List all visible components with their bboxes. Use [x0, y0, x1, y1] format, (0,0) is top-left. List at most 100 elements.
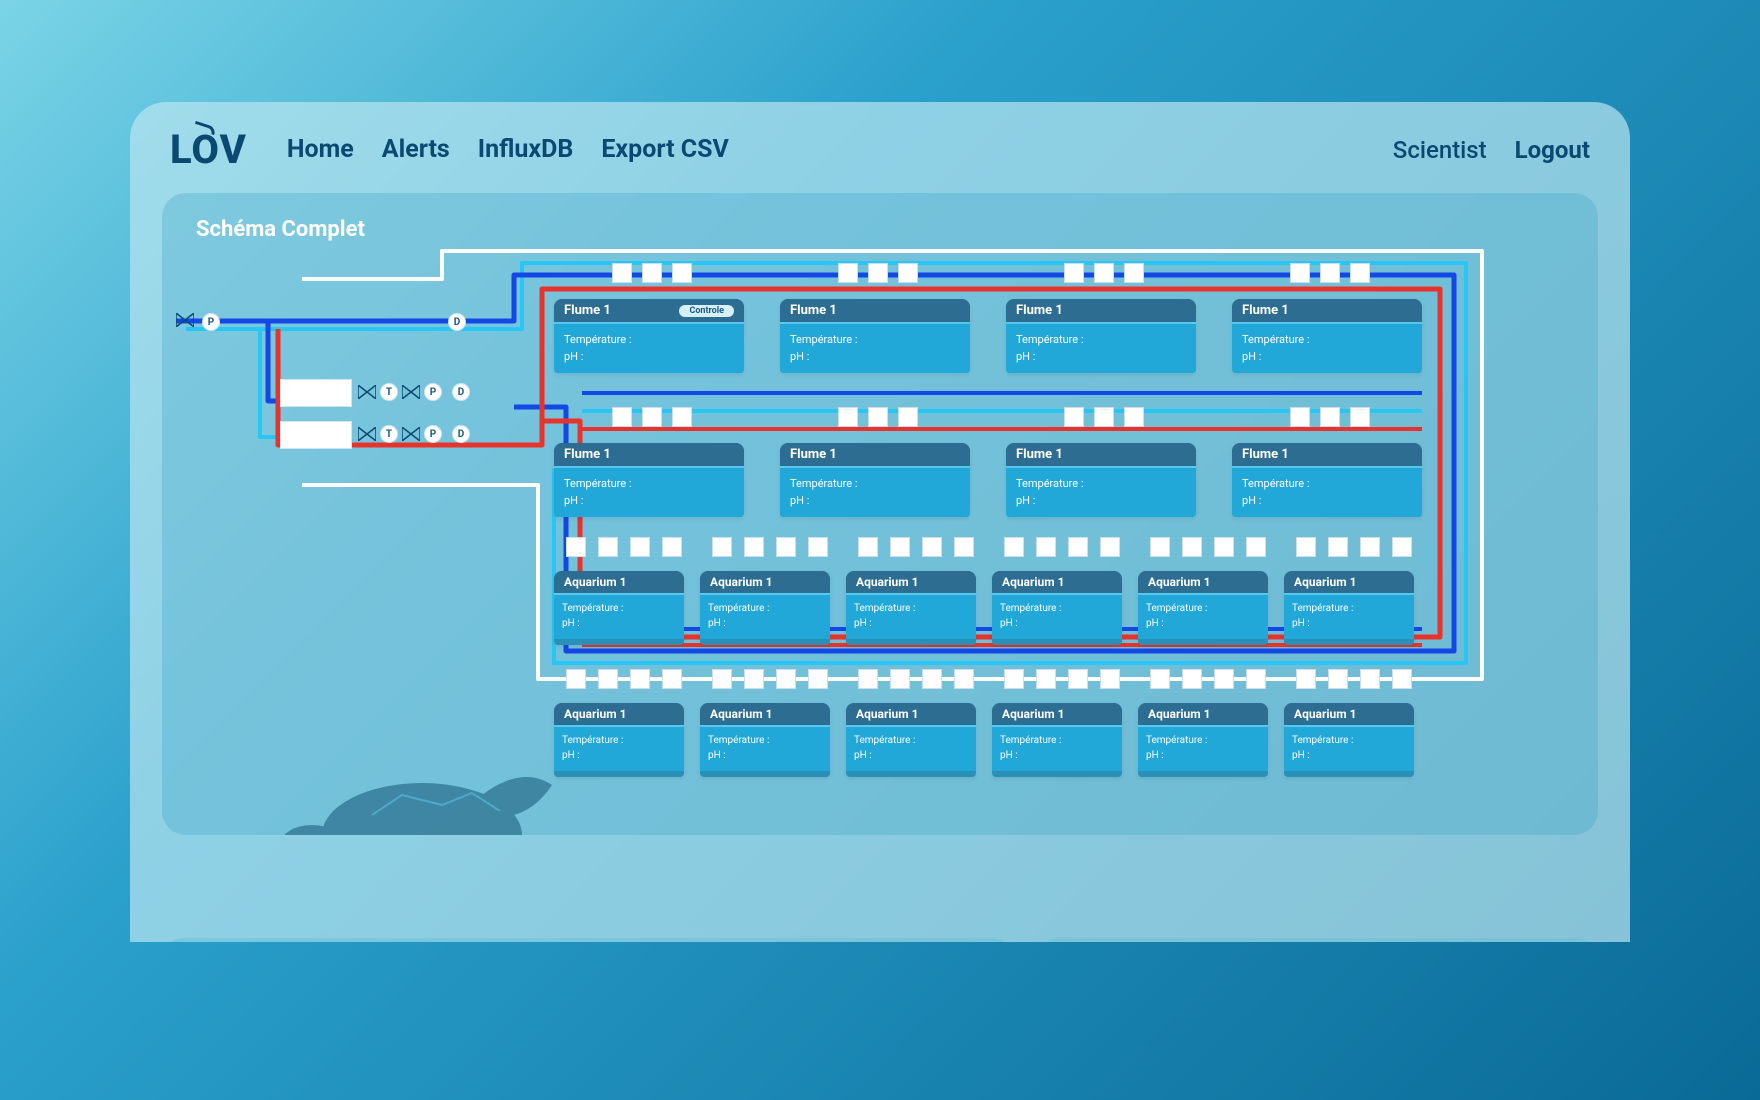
- unit-card[interactable]: Flume 1 Température :pH :: [780, 299, 970, 373]
- unit-card[interactable]: Flume 1Température :pH :: [1232, 443, 1422, 517]
- inlet-square: [672, 407, 692, 427]
- unit-temp-label: Température :: [854, 733, 968, 748]
- unit-header: Aquarium 1: [1284, 703, 1414, 727]
- inlet-square: [1150, 537, 1170, 557]
- valve-icon: [402, 427, 420, 441]
- nav-alerts[interactable]: Alerts: [382, 135, 450, 164]
- inlet-square: [1064, 263, 1084, 283]
- nav-export-csv[interactable]: Export CSV: [601, 135, 728, 164]
- topbar: LOV Home Alerts InfluxDB Export CSV Scie…: [130, 102, 1630, 193]
- unit-card[interactable]: Flume 1Température :pH :: [1006, 443, 1196, 517]
- unit-card[interactable]: Aquarium 1Température :pH :: [1284, 703, 1414, 777]
- inlet-square: [1246, 669, 1266, 689]
- inlet-square: [744, 537, 764, 557]
- unit-name: Flume 1: [790, 303, 837, 318]
- unit-temp-label: Température :: [564, 476, 734, 493]
- unit-ph-label: pH :: [1000, 748, 1114, 763]
- node-d: D: [448, 313, 466, 331]
- unit-temp-label: Température :: [1292, 733, 1406, 748]
- unit-body: Température :pH :: [992, 727, 1122, 771]
- unit-name: Aquarium 1: [1002, 707, 1065, 721]
- unit-temp-label: Température :: [790, 332, 960, 349]
- inlet-square: [1036, 669, 1056, 689]
- logout-button[interactable]: Logout: [1515, 136, 1590, 164]
- nav: Home Alerts InfluxDB Export CSV: [287, 135, 1393, 164]
- user-role: Scientist: [1393, 136, 1487, 164]
- unit-name: Flume 1: [564, 447, 611, 462]
- inlet-square: [1100, 537, 1120, 557]
- unit-body: Température :pH :: [1284, 595, 1414, 639]
- unit-ph-label: pH :: [854, 616, 968, 631]
- unit-card[interactable]: Aquarium 1Température :pH :: [846, 703, 976, 777]
- unit-name: Aquarium 1: [564, 575, 627, 589]
- unit-header: Flume 1: [780, 443, 970, 468]
- ph-card[interactable]: pH +5% more in 2021: [162, 938, 1014, 942]
- unit-card[interactable]: Aquarium 1Température :pH :: [700, 571, 830, 645]
- unit-card[interactable]: Aquarium 1Température :pH :: [554, 571, 684, 645]
- app-window: LOV Home Alerts InfluxDB Export CSV Scie…: [130, 102, 1630, 942]
- unit-ph-label: pH :: [708, 616, 822, 631]
- unit-ph-label: pH :: [790, 349, 960, 366]
- inlet-square: [1214, 669, 1234, 689]
- inlet-square: [712, 669, 732, 689]
- unit-ph-label: pH :: [564, 493, 734, 510]
- unit-header: Aquarium 1: [554, 571, 684, 595]
- node-d: D: [452, 425, 470, 443]
- unit-ph-label: pH :: [1146, 616, 1260, 631]
- unit-name: Aquarium 1: [1002, 575, 1065, 589]
- inlet-square: [954, 537, 974, 557]
- unit-header: Flume 1: [1232, 443, 1422, 468]
- unit-card[interactable]: Aquarium 1 Température :pH :: [992, 703, 1122, 777]
- unit-name: Flume 1: [1242, 447, 1289, 462]
- unit-card[interactable]: Aquarium 1Température :pH :: [992, 571, 1122, 645]
- inlet-square: [1328, 669, 1348, 689]
- unit-card[interactable]: Aquarium 1Température :pH :: [1138, 703, 1268, 777]
- unit-header: Flume 1: [780, 299, 970, 324]
- unit-ph-label: pH :: [1016, 349, 1186, 366]
- unit-body: Température :pH :: [554, 727, 684, 771]
- unit-header: Flume 1: [1006, 443, 1196, 468]
- unit-card[interactable]: Flume 1Température :pH :: [1006, 299, 1196, 373]
- unit-header: Aquarium 1: [992, 571, 1122, 595]
- ph-regulation-card: pH regulation Non Controle Controle: [1038, 938, 1598, 942]
- unit-ph-label: pH :: [1242, 493, 1412, 510]
- unit-card[interactable]: Aquarium 1Température :pH :: [846, 571, 976, 645]
- unit-name: Aquarium 1: [1294, 575, 1357, 589]
- unit-ph-label: pH :: [1292, 616, 1406, 631]
- unit-card[interactable]: Flume 1 Température :pH :: [554, 443, 744, 517]
- unit-temp-label: Température :: [1146, 733, 1260, 748]
- bottom-cards: pH +5% more in 2021 pH regulation Non Co…: [162, 938, 1598, 942]
- node-t: T: [380, 383, 398, 401]
- inlet-square: [1182, 669, 1202, 689]
- inlet-square: [612, 263, 632, 283]
- unit-card[interactable]: Flume 1Température :pH :: [1232, 299, 1422, 373]
- inlet-square: [776, 669, 796, 689]
- unit-card[interactable]: Aquarium 1Température :pH :: [554, 703, 684, 777]
- unit-card[interactable]: Flume 1ControleTempérature :pH :: [554, 299, 744, 373]
- nav-home[interactable]: Home: [287, 135, 354, 164]
- nav-influxdb[interactable]: InfluxDB: [478, 135, 574, 164]
- unit-card[interactable]: Aquarium 1 Température :pH :: [1284, 571, 1414, 645]
- inlet-square: [838, 263, 858, 283]
- unit-card[interactable]: Aquarium 1Température :pH :: [700, 703, 830, 777]
- inlet-square: [566, 669, 586, 689]
- unit-card[interactable]: Aquarium 1Température :pH :: [1138, 571, 1268, 645]
- unit-body: Température :pH :: [846, 727, 976, 771]
- inlet-square: [642, 263, 662, 283]
- unit-body: Température :pH :: [1138, 595, 1268, 639]
- unit-body: Température :pH :: [846, 595, 976, 639]
- unit-header: Aquarium 1: [992, 703, 1122, 727]
- unit-temp-label: Température :: [708, 733, 822, 748]
- unit-name: Flume 1: [1016, 447, 1063, 462]
- inlet-square: [1036, 537, 1056, 557]
- inlet-square: [1350, 263, 1370, 283]
- unit-body: Température :pH :: [700, 727, 830, 771]
- unit-card[interactable]: Flume 1Température :pH :: [780, 443, 970, 517]
- turtle-decoration-icon: [252, 725, 582, 835]
- unit-body: Température :pH :: [1284, 727, 1414, 771]
- valve-icon: [358, 427, 376, 441]
- unit-ph-label: pH :: [1146, 748, 1260, 763]
- unit-name: Flume 1: [790, 447, 837, 462]
- unit-ph-label: pH :: [1016, 493, 1186, 510]
- inlet-square: [1182, 537, 1202, 557]
